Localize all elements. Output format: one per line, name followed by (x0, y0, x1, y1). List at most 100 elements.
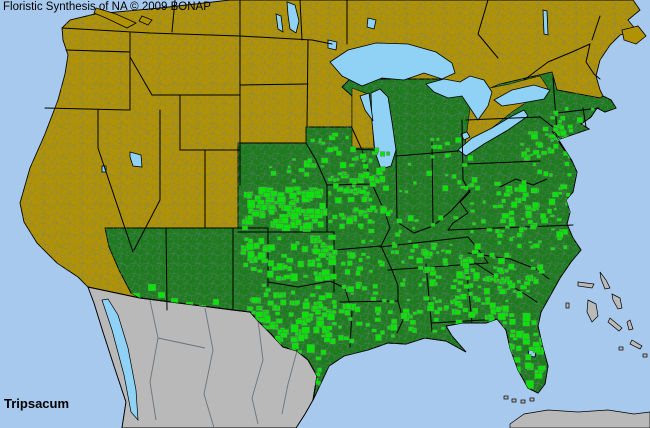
mexico-border-line (251, 319, 264, 425)
present-county (553, 143, 559, 149)
present-county (380, 166, 386, 172)
present-county (407, 162, 412, 167)
present-county (434, 282, 438, 286)
present-county (549, 214, 555, 218)
present-county (408, 326, 414, 332)
present-county (533, 332, 539, 337)
present-county (315, 356, 322, 361)
present-county (255, 311, 264, 318)
present-county (374, 178, 381, 184)
present-county (538, 269, 545, 274)
present-county (536, 169, 543, 175)
present-county (442, 184, 449, 192)
present-county (407, 214, 414, 222)
present-county (324, 332, 333, 338)
present-county (359, 173, 366, 179)
present-county (330, 175, 334, 180)
present-county (516, 279, 522, 284)
present-county (301, 326, 310, 334)
present-county (275, 311, 281, 316)
present-county (344, 309, 351, 316)
state-border-line (339, 300, 399, 303)
present-county (270, 190, 278, 197)
present-county (320, 165, 325, 168)
present-county (404, 190, 409, 194)
present-county (374, 147, 380, 153)
present-county (484, 296, 491, 302)
present-county (363, 210, 368, 214)
present-county (358, 209, 365, 215)
lake-ontario (493, 84, 551, 107)
present-county (430, 266, 435, 272)
present-county (387, 310, 393, 315)
present-county (550, 246, 556, 251)
present-county (470, 268, 476, 273)
mexico-border-line (157, 337, 206, 349)
present-county (530, 245, 535, 250)
present-county (372, 291, 379, 296)
present-county (327, 190, 332, 195)
present-county (363, 213, 369, 219)
present-county (534, 369, 539, 374)
present-county (496, 233, 503, 239)
present-county (262, 246, 269, 252)
present-county (526, 289, 531, 293)
present-county (494, 228, 501, 234)
eleuthera-island (611, 293, 623, 310)
present-county (559, 183, 568, 190)
present-county (460, 185, 466, 189)
present-county (286, 169, 292, 174)
present-county (508, 210, 515, 216)
present-county (502, 320, 508, 325)
present-county (440, 249, 445, 253)
present-county (500, 276, 505, 281)
present-county (451, 173, 457, 179)
cat-island (626, 319, 634, 331)
present-county (295, 218, 302, 226)
present-county (370, 296, 377, 301)
present-county (437, 306, 443, 312)
present-county (486, 227, 493, 232)
present-county (399, 282, 406, 287)
present-county (305, 191, 315, 199)
present-county (361, 159, 366, 163)
cuba (509, 409, 650, 428)
present-county (361, 286, 368, 291)
present-county (321, 334, 326, 338)
present-county (468, 311, 476, 318)
present-county (396, 218, 403, 224)
present-county (317, 367, 322, 372)
present-county (435, 275, 439, 280)
present-county (323, 275, 332, 281)
present-county (315, 257, 321, 262)
present-county (480, 218, 487, 224)
present-county (277, 236, 282, 241)
present-county (505, 299, 509, 303)
present-county (298, 167, 305, 173)
present-county (496, 267, 504, 273)
state-border-line (465, 160, 541, 165)
present-county (567, 172, 572, 177)
present-county (525, 210, 533, 218)
present-county (525, 147, 530, 151)
present-county (306, 344, 315, 354)
present-county (457, 179, 462, 185)
present-county (247, 214, 254, 221)
present-county (374, 317, 382, 323)
present-county (444, 141, 451, 146)
bahama-cay (618, 346, 624, 351)
present-county (328, 258, 337, 266)
present-county (547, 147, 552, 152)
lake-st-clair (460, 131, 471, 141)
present-county (326, 325, 333, 331)
present-county (444, 173, 449, 177)
present-county (346, 217, 354, 225)
present-county (522, 192, 529, 198)
state-borders (44, 0, 601, 401)
lake-erie (457, 109, 529, 157)
present-county (527, 219, 534, 225)
present-county (456, 288, 462, 293)
present-county (455, 137, 462, 143)
present-county (502, 305, 509, 313)
